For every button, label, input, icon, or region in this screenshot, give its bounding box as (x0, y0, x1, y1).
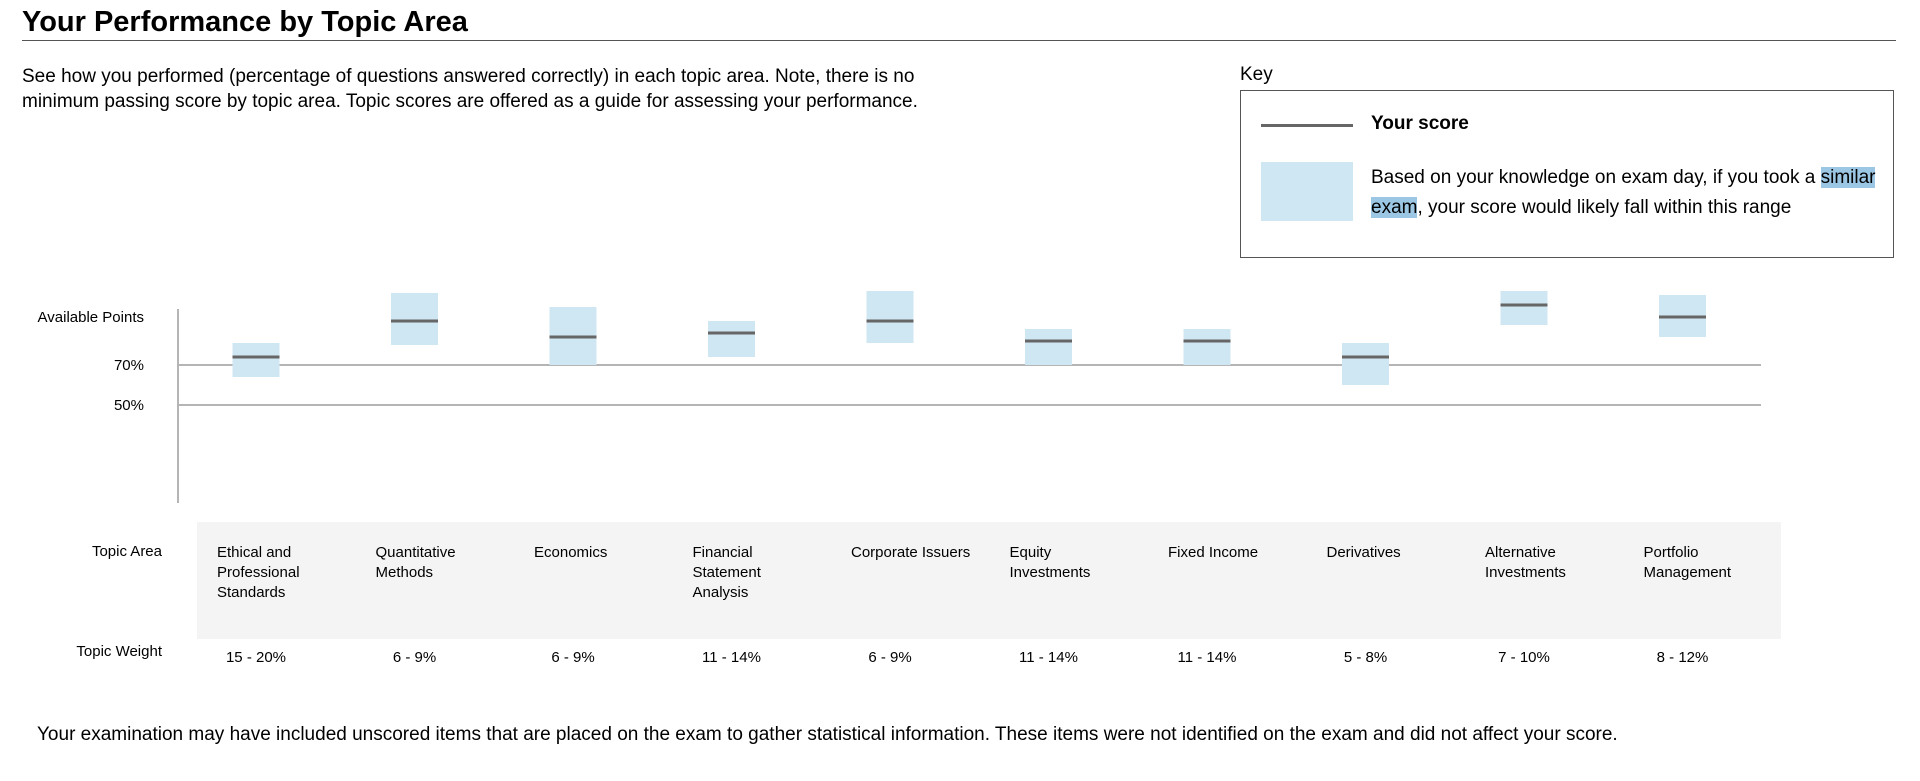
topic-label-3: Financial Statement Analysis (693, 543, 843, 603)
footer-note: Your examination may have included unsco… (37, 724, 1618, 745)
topic-label-4: Corporate Issuers (851, 543, 1001, 563)
topic-label-line: Methods (375, 564, 434, 581)
topic-label-line: Financial (692, 544, 753, 561)
topic-weight-1: 6 - 9% (392, 649, 437, 666)
y-tick-label-0: Available Points (38, 309, 144, 326)
topic-panel (197, 522, 1781, 639)
topic-weight-5: 11 - 14% (1019, 649, 1078, 666)
topic-label-0: Ethical and Professional Standards (217, 543, 367, 603)
topic-label-8: Alternative Investments (1485, 543, 1635, 583)
y-tick-label-2: 50% (114, 397, 144, 414)
intro-text: See how you performed (percentage of que… (22, 66, 918, 112)
topic-label-line: Statement (692, 564, 761, 581)
performance-chart: Available Points 70% 50% (38, 291, 1761, 503)
key-range-text-before: Based on your knowledge on exam day, if … (1371, 167, 1821, 188)
topic-label-line: Standards (217, 584, 286, 601)
topic-label-line: Corporate Issuers (851, 544, 971, 561)
key-score-label: Your score (1371, 113, 1469, 134)
range-band-7 (1342, 343, 1389, 385)
topic-label-6: Fixed Income (1168, 543, 1318, 563)
topic-label-2: Economics (534, 543, 684, 563)
range-band-3 (708, 321, 755, 357)
topic-label-9: Portfolio Management (1644, 543, 1794, 583)
key-range-text: Based on your knowledge on exam day, if … (1371, 163, 1881, 223)
topic-label-line: Alternative (1485, 544, 1556, 561)
topic-label-line: Ethical and (217, 544, 292, 561)
topic-label-line: Economics (534, 544, 608, 561)
topic-label-line: Derivatives (1326, 544, 1401, 561)
range-band-4 (866, 291, 914, 343)
topic-weight-0: 15 - 20% (225, 649, 287, 666)
range-band-1 (391, 293, 438, 345)
key-legend: Your score Based on your knowledge on ex… (1240, 90, 1894, 258)
topic-area-row-label: Topic Area (91, 543, 162, 560)
topic-weight-3: 11 - 14% (702, 649, 761, 666)
topic-weight-8: 7 - 10% (1498, 649, 1550, 666)
topic-weight-4: 6 - 9% (868, 649, 912, 666)
topic-weight-6: 11 - 14% (1177, 649, 1237, 666)
topic-label-line: Professional (217, 564, 300, 581)
topic-label-line: Investments (1009, 564, 1091, 581)
topic-weight-7: 5 - 8% (1343, 649, 1388, 666)
key-range-text-after: , your score would likely fall within th… (1417, 197, 1792, 218)
range-band-8 (1500, 291, 1548, 325)
title-divider (22, 40, 1896, 41)
y-tick-label-1: 70% (114, 357, 144, 374)
topic-label-line: Analysis (692, 584, 749, 601)
topic-label-line: Fixed Income (1168, 544, 1259, 561)
range-band-6 (1183, 329, 1231, 365)
key-range-swatch (1261, 162, 1353, 221)
topic-label-line: Quantitative (375, 544, 456, 561)
range-band-0 (232, 343, 280, 377)
topic-weight-2: 6 - 9% (551, 649, 595, 666)
topic-weight-row-label: Topic Weight (76, 643, 162, 660)
key-score-line-swatch (1261, 124, 1353, 127)
topic-label-5: Equity Investments (1010, 543, 1160, 583)
topic-label-1: Quantitative Methods (376, 543, 526, 583)
page-title: Your Performance by Topic Area (22, 6, 468, 38)
topic-weight-9: 8 - 12% (1656, 649, 1709, 666)
topic-label-line: Equity (1009, 544, 1052, 561)
topic-label-7: Derivatives (1327, 543, 1477, 563)
topic-label-line: Investments (1485, 564, 1566, 581)
topic-label-line: Management (1643, 564, 1732, 581)
topic-label-line: Portfolio (1643, 544, 1699, 561)
range-band-5 (1025, 329, 1072, 365)
key-label: Key (1240, 64, 1273, 85)
